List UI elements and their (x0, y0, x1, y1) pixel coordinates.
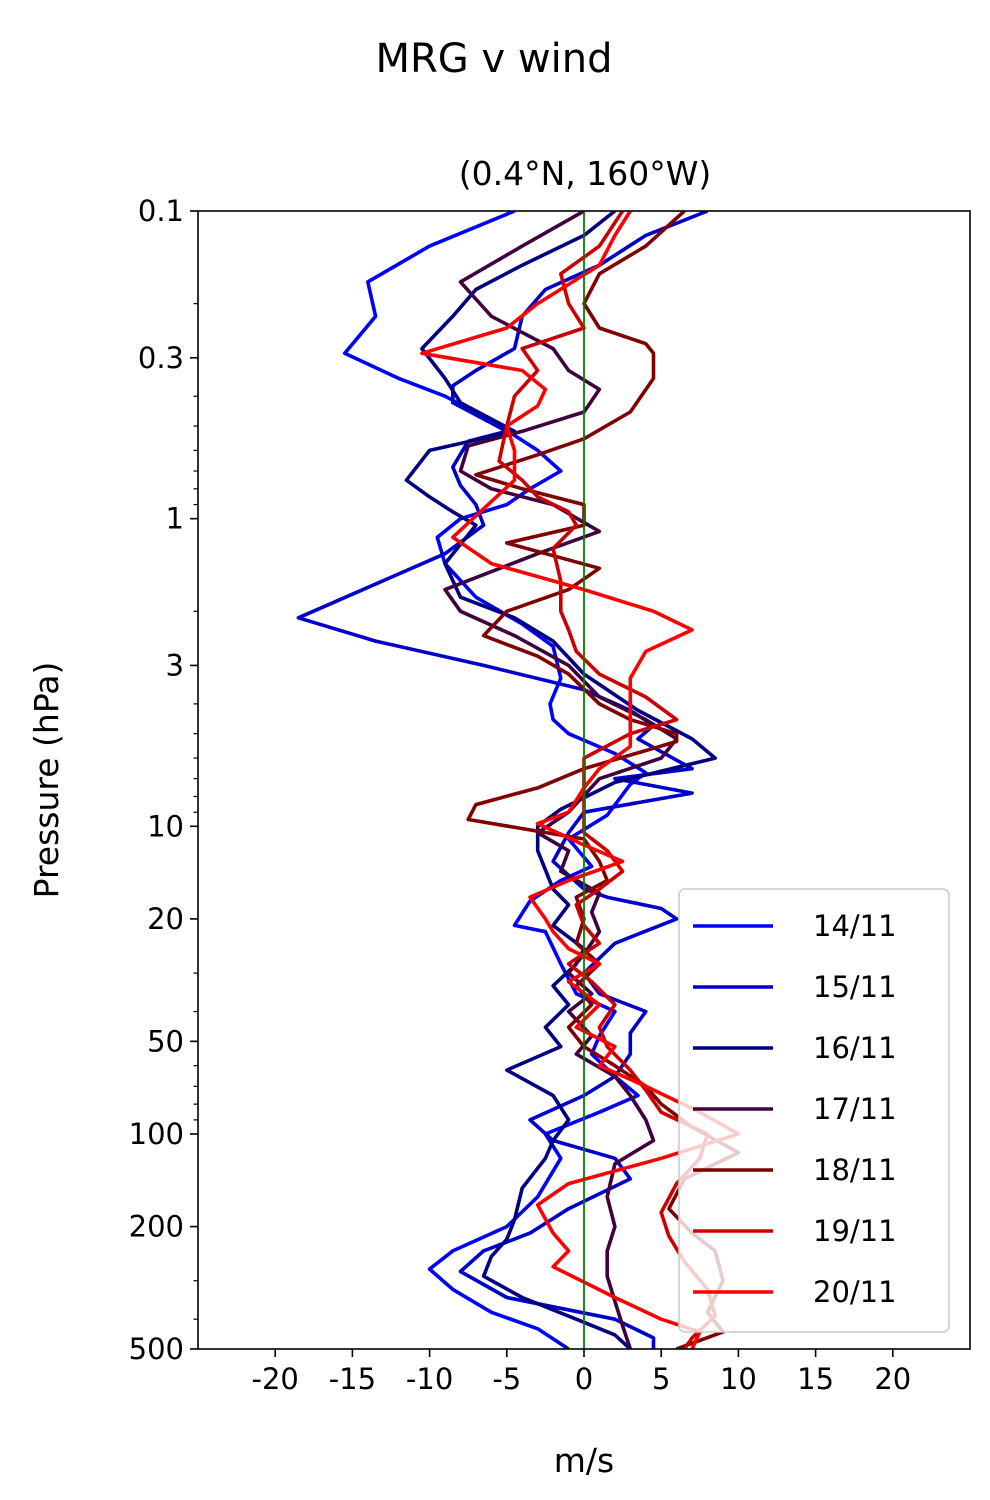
chart-subtitle: (0.4°N, 160°W) (459, 154, 712, 193)
y-tick-label: 10 (147, 809, 184, 843)
y-tick-label: 500 (129, 1332, 184, 1366)
legend-label: 14/11 (813, 909, 897, 943)
x-tick-label: -5 (492, 1362, 521, 1396)
x-tick-label: 0 (575, 1362, 593, 1396)
y-tick-label: 50 (147, 1024, 184, 1058)
legend-label: 19/11 (813, 1214, 897, 1248)
y-tick-label: 3 (166, 648, 184, 682)
legend-label: 18/11 (813, 1153, 897, 1187)
x-tick-label: -15 (329, 1362, 376, 1396)
legend-label: 16/11 (813, 1031, 897, 1065)
legend-label: 15/11 (813, 970, 897, 1004)
legend: 14/11 15/11 16/11 17/11 18/11 19/11 20/11 (678, 888, 950, 1333)
x-axis-label: m/s (554, 1441, 614, 1480)
x-tick-label: -20 (252, 1362, 299, 1396)
series-layer (296, 211, 741, 1349)
y-tick-label: 1 (166, 502, 184, 536)
x-tick-label: 20 (874, 1362, 911, 1396)
x-tick-label: 15 (797, 1362, 834, 1396)
x-tick-label: 5 (652, 1362, 670, 1396)
x-tick-label: 10 (720, 1362, 757, 1396)
y-tick-label: 0.1 (138, 194, 184, 228)
y-axis-label: Pressure (hPa) (27, 662, 66, 899)
x-axis: -20 -15 -10 -5 0 5 10 15 20 (252, 1349, 911, 1396)
y-tick-label: 200 (129, 1210, 184, 1244)
y-tick-label: 100 (129, 1117, 184, 1151)
x-tick-label: -10 (406, 1362, 453, 1396)
series-line-2 (296, 211, 709, 1349)
chart-title: MRG v wind (376, 36, 613, 82)
series-line-3 (404, 211, 717, 1349)
y-tick-label: 0.3 (138, 341, 184, 375)
legend-label: 17/11 (813, 1092, 897, 1126)
legend-label: 20/11 (813, 1275, 897, 1309)
legend-box (678, 888, 950, 1333)
series-line-7 (420, 211, 741, 1349)
y-axis: 0.1 0.3 1 3 10 20 50 100 200 500 (129, 194, 198, 1366)
y-tick-label: 20 (147, 902, 184, 936)
